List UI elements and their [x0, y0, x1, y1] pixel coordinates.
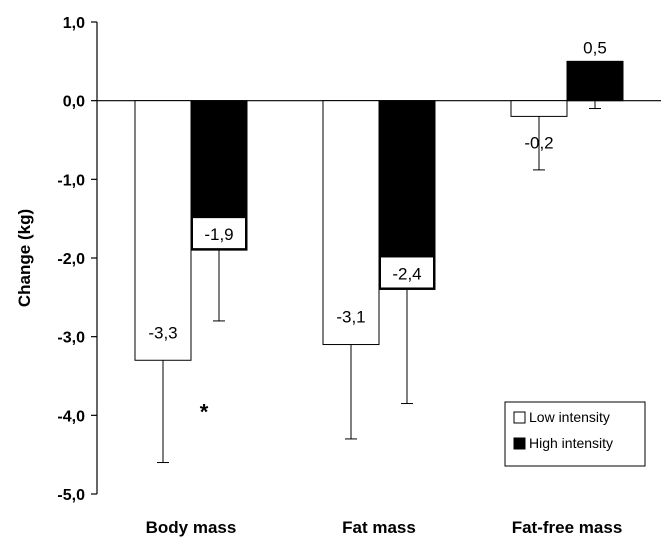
x-tick-label: Fat-free mass: [512, 518, 623, 537]
data-label: 0,5: [583, 38, 607, 57]
legend-label: Low intensity: [529, 409, 610, 425]
data-label: -0,2: [524, 133, 553, 152]
y-tick-label: 1,0: [63, 15, 85, 32]
data-label-box: [193, 218, 245, 249]
legend-label: High intensity: [529, 435, 613, 451]
y-tick-label: -2,0: [57, 251, 85, 268]
x-tick-label: Body mass: [146, 518, 237, 537]
bar: [322, 100, 380, 346]
y-axis-title: Change (kg): [15, 209, 34, 307]
x-tick-label: Fat mass: [342, 518, 416, 537]
y-tick-label: -5,0: [57, 487, 85, 504]
data-label-box: [381, 257, 433, 288]
data-label: -1,9: [204, 225, 233, 244]
bar: [510, 100, 568, 117]
legend-swatch: [513, 437, 526, 450]
y-tick-label: 0,0: [63, 94, 85, 111]
data-labels: -3,3 -1,9 -3,1 -2,4 -0,2 0,5 *: [148, 38, 606, 424]
legend: Low intensity High intensity: [504, 401, 646, 467]
data-label: -2,4: [392, 264, 421, 283]
y-tick-label: -1,0: [57, 172, 85, 189]
bars: [134, 60, 624, 464]
y-tick-label: -4,0: [57, 408, 85, 425]
legend-swatch: [513, 411, 526, 424]
bar: [134, 100, 192, 361]
data-label: -3,3: [148, 323, 177, 342]
legend-box: [504, 401, 646, 467]
y-tick-label: -3,0: [57, 330, 85, 347]
significance-marker: *: [200, 399, 209, 424]
axes: 1,0 0,0 -1,0 -2,0 -3,0 -4,0 -5,0 Body mass Fat m…: [57, 15, 661, 537]
data-label: -3,1: [336, 308, 365, 327]
